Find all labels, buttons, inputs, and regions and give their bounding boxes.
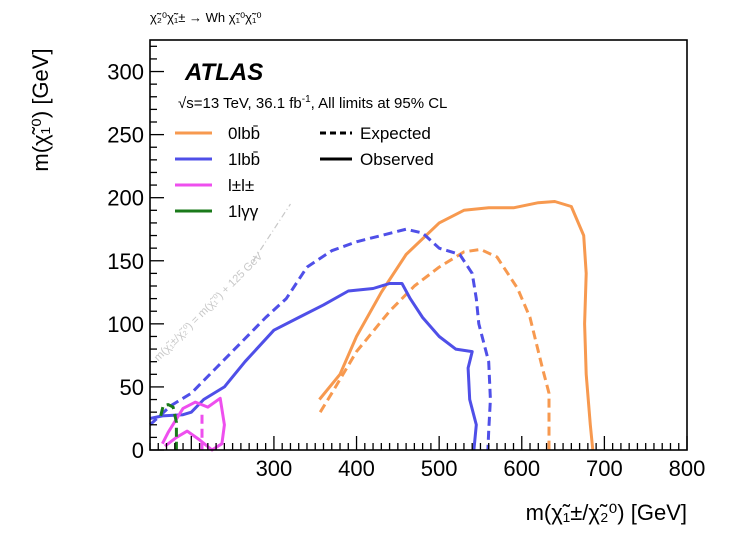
y-tick-label: 300 xyxy=(107,60,144,85)
legend: 0lbb̄ 1lbb̄ l±l± 1lγγ Expected Observed xyxy=(175,124,434,221)
plot-frame xyxy=(149,39,688,451)
x-tick-label: 400 xyxy=(338,456,375,481)
x-tick-label: 600 xyxy=(503,456,540,481)
process-label: χ̃₂⁰χ̃₁± → Wh χ̃₁⁰χ̃₁⁰ xyxy=(150,10,262,25)
legend-label: 0lbb̄ xyxy=(228,124,260,143)
y-tick-label: 100 xyxy=(107,312,144,337)
kinematic-label: m(χ̃₁±/χ̃₂⁰) = m(χ̃₁⁰) + 125 GeV xyxy=(152,250,266,364)
energy-label: √s=13 TeV, 36.1 fb xyxy=(178,95,302,112)
y-tick-label: 250 xyxy=(107,123,144,148)
legend-style-label: Observed xyxy=(360,150,434,169)
y-tick-label: 0 xyxy=(132,438,144,463)
x-tick-label: 500 xyxy=(421,456,458,481)
y-tick-label: 150 xyxy=(107,249,144,274)
x-axis-label: m(χ̃₁±/χ̃₂⁰) [GeV] xyxy=(526,500,687,525)
legend-label: l±l± xyxy=(228,176,254,195)
y-tick-label: 50 xyxy=(120,375,144,400)
x-tick-label: 800 xyxy=(669,456,706,481)
atlas-label: ATLAS xyxy=(184,59,263,86)
x-tick-label: 300 xyxy=(256,456,293,481)
kinematic-line xyxy=(252,203,291,262)
lumi-exponent: -1 xyxy=(302,94,311,105)
kinematic-limit: m(χ̃₁±/χ̃₂⁰) = m(χ̃₁⁰) + 125 GeV xyxy=(152,203,291,364)
limit-curves xyxy=(148,200,595,452)
process-title: χ̃₂⁰χ̃₁± → Wh χ̃₁⁰χ̃₁⁰ xyxy=(150,10,262,25)
expected-limit-3 xyxy=(159,403,178,450)
limits-label: , All limits at 95% CL xyxy=(311,95,448,112)
y-axis-label: m(χ̃₁⁰) [GeV] xyxy=(28,48,53,171)
y-tick-label: 200 xyxy=(107,186,144,211)
legend-label: 1lbb̄ xyxy=(228,150,260,169)
x-tick-label: 700 xyxy=(586,456,623,481)
observed-limit-0 xyxy=(318,200,595,451)
axis-ticks: 300 400 500 600 700 800 0 50 100 150 200 250 300 xyxy=(107,45,706,481)
energy-lumi-text: √s=13 TeV, 36.1 fb-1, All limits at 95% … xyxy=(178,94,447,112)
legend-style-label: Expected xyxy=(360,124,431,143)
expected-limit-1 xyxy=(148,227,492,451)
observed-limit-2 xyxy=(161,396,226,452)
legend-label: 1lγγ xyxy=(228,202,259,221)
expected-limit-0 xyxy=(318,247,551,450)
